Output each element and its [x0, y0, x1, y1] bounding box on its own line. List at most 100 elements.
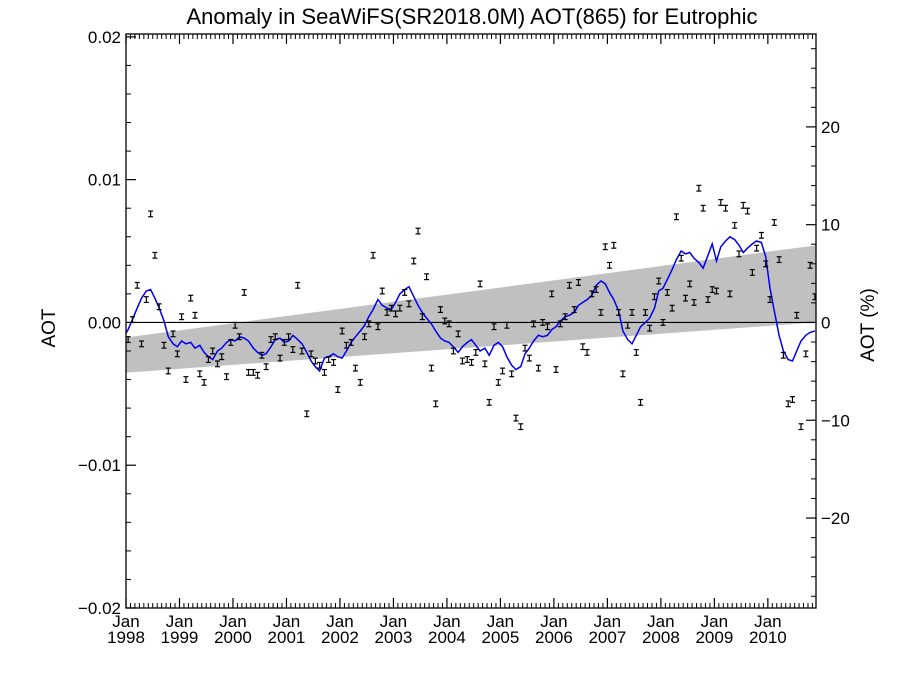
data-point	[170, 330, 176, 338]
data-point	[638, 398, 644, 406]
data-point	[241, 288, 247, 296]
data-point	[598, 308, 604, 316]
x-tick-year-label: 2000	[214, 628, 252, 647]
data-point	[687, 280, 693, 288]
data-point	[139, 340, 145, 348]
data-point	[277, 354, 283, 362]
plot-frame	[125, 33, 817, 609]
x-tick-year-label: 2010	[749, 628, 787, 647]
data-point	[700, 204, 706, 212]
x-tick-year-label: 2008	[642, 628, 680, 647]
data-point	[370, 251, 376, 259]
x-tick-year-label: 2007	[588, 628, 626, 647]
data-point	[736, 250, 742, 258]
data-point	[188, 294, 194, 302]
y2-tick-label: 0	[821, 313, 830, 332]
x-tick-year-label: 2002	[321, 628, 359, 647]
data-point	[384, 308, 390, 316]
data-point	[312, 357, 318, 365]
data-point	[250, 368, 256, 376]
x-tick-year-label: 1998	[107, 628, 145, 647]
data-point	[477, 280, 483, 288]
data-point	[134, 281, 140, 289]
data-point	[205, 356, 211, 364]
data-point	[348, 338, 354, 346]
data-point	[255, 371, 261, 379]
data-point	[651, 293, 657, 301]
data-point	[562, 313, 568, 321]
data-point	[464, 356, 470, 364]
x-tick-month-label: Jan	[219, 612, 246, 631]
data-point	[210, 347, 216, 355]
data-point	[807, 261, 813, 269]
data-point	[486, 398, 492, 406]
data-point	[664, 288, 670, 296]
data-point	[295, 281, 301, 289]
x-tick-month-label: Jan	[326, 612, 353, 631]
data-point	[268, 336, 274, 344]
x-tick-month-label: Jan	[380, 612, 407, 631]
data-point	[165, 367, 171, 375]
y-tick-label: −0.02	[78, 599, 121, 618]
data-point	[219, 353, 225, 361]
data-point	[513, 414, 519, 422]
data-point	[557, 320, 563, 328]
data-point	[232, 321, 238, 329]
data-point	[500, 367, 506, 375]
data-point	[776, 256, 782, 264]
data-point	[785, 400, 791, 408]
data-point	[571, 306, 577, 314]
data-point	[321, 368, 327, 376]
data-point	[798, 423, 804, 431]
data-point	[201, 378, 207, 386]
data-point	[633, 348, 639, 356]
y2-tick-label: −10	[821, 411, 850, 430]
data-point	[459, 357, 465, 365]
data-point	[397, 304, 403, 312]
data-point	[593, 286, 599, 294]
data-point	[228, 338, 234, 346]
data-point	[183, 376, 189, 383]
data-point	[625, 321, 631, 329]
data-point	[540, 318, 546, 326]
data-point	[335, 386, 341, 393]
data-point	[419, 313, 425, 321]
data-point	[656, 277, 662, 285]
monthly-anomaly-series	[126, 184, 816, 431]
data-point	[148, 210, 154, 218]
data-point	[749, 268, 755, 276]
data-point	[156, 303, 162, 311]
data-point	[438, 306, 444, 314]
data-point	[433, 400, 439, 408]
data-point	[740, 201, 746, 209]
data-point	[308, 350, 314, 358]
y2-axis-title: AOT (%)	[858, 288, 879, 362]
data-point	[224, 373, 230, 381]
data-point	[673, 213, 679, 221]
data-point	[812, 293, 816, 301]
data-point	[763, 260, 769, 268]
y2-tick-label: −20	[821, 509, 850, 528]
data-point	[393, 310, 399, 318]
x-tick-month-label: Jan	[701, 612, 728, 631]
data-point	[732, 221, 738, 229]
data-point	[362, 333, 368, 341]
y-tick-label: 0.01	[88, 171, 121, 190]
data-point	[317, 361, 323, 369]
data-point	[794, 311, 800, 319]
data-point	[611, 241, 617, 249]
y-tick-label: 0.00	[88, 313, 121, 332]
data-point	[482, 360, 488, 368]
y-tick-label: −0.01	[78, 456, 121, 475]
data-point	[767, 296, 773, 304]
y2-tick-label: 10	[821, 216, 840, 235]
x-tick-month-label: Jan	[433, 612, 460, 631]
data-point	[758, 231, 764, 239]
data-point	[584, 348, 590, 356]
x-tick-year-label: 2004	[428, 628, 466, 647]
data-point	[780, 351, 786, 359]
data-point	[553, 366, 559, 374]
y2-tick-label: 20	[821, 118, 840, 137]
data-point	[531, 320, 537, 328]
plot-contents	[126, 184, 816, 431]
